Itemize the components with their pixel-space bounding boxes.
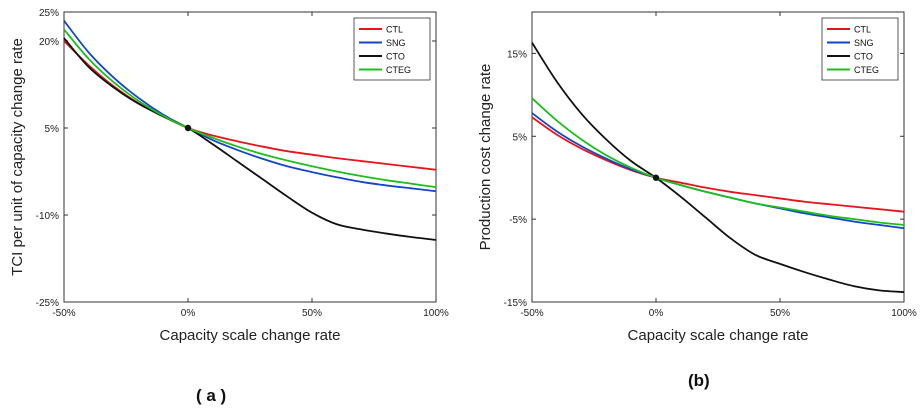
legend-label-ctl: CTL: [854, 25, 871, 35]
x-axis-label: Capacity scale change rate: [160, 327, 341, 344]
y-axis-label: Production cost change rate: [477, 64, 494, 251]
x-tick-label: -50%: [520, 308, 543, 319]
chart-b: -50% 0% 50% 100% -15% -5% 5% 15% Capacity scale …: [477, 11, 917, 344]
y-axis-label: TCI per unit of capacity change rate: [9, 38, 26, 276]
y-tick-label: -5%: [509, 215, 527, 226]
chart-a: -50% 0% 50% 100% -25% -10% 5% 20% 25% Capacity sc…: [9, 8, 449, 344]
legend-label-cto: CTO: [386, 52, 405, 62]
series-line-cto: [531, 42, 905, 293]
x-tick-label: 0%: [181, 308, 196, 319]
panel-label-b: (b): [688, 371, 710, 390]
legend-label-cteg: CTEG: [854, 65, 879, 75]
x-axis-label: Capacity scale change rate: [628, 327, 809, 344]
y-tick-label: 5%: [513, 132, 528, 143]
x-tick-label: 0%: [649, 308, 664, 319]
y-tick-label: 5%: [45, 124, 60, 135]
intersection-point: [184, 124, 192, 132]
legend-label-sng: SNG: [386, 38, 406, 48]
series-line-ctl: [531, 116, 905, 213]
y-tick-label: 25%: [39, 8, 59, 19]
y-tick-label: -15%: [504, 298, 527, 309]
y-tick-label: -25%: [36, 298, 59, 309]
legend-label-cto: CTO: [854, 52, 873, 62]
legend-label-cteg: CTEG: [386, 65, 411, 75]
y-tick-label: -10%: [36, 211, 59, 222]
series-line-cteg: [531, 97, 905, 226]
series-line-sng: [63, 20, 437, 193]
y-tick-label: 20%: [39, 37, 59, 48]
y-tick-label: 15%: [507, 49, 527, 60]
x-tick-label: 100%: [423, 308, 449, 319]
series-line-cto: [63, 37, 437, 241]
intersection-point: [652, 174, 660, 181]
x-tick-label: 50%: [302, 308, 322, 319]
x-tick-label: 50%: [770, 308, 790, 319]
x-tick-label: -50%: [52, 308, 75, 319]
legend-label-ctl: CTL: [386, 25, 403, 35]
series-line-cteg: [63, 28, 437, 189]
panel-label-a: ( a ): [196, 386, 227, 405]
x-tick-label: 100%: [891, 308, 917, 319]
legend-label-sng: SNG: [854, 38, 874, 48]
